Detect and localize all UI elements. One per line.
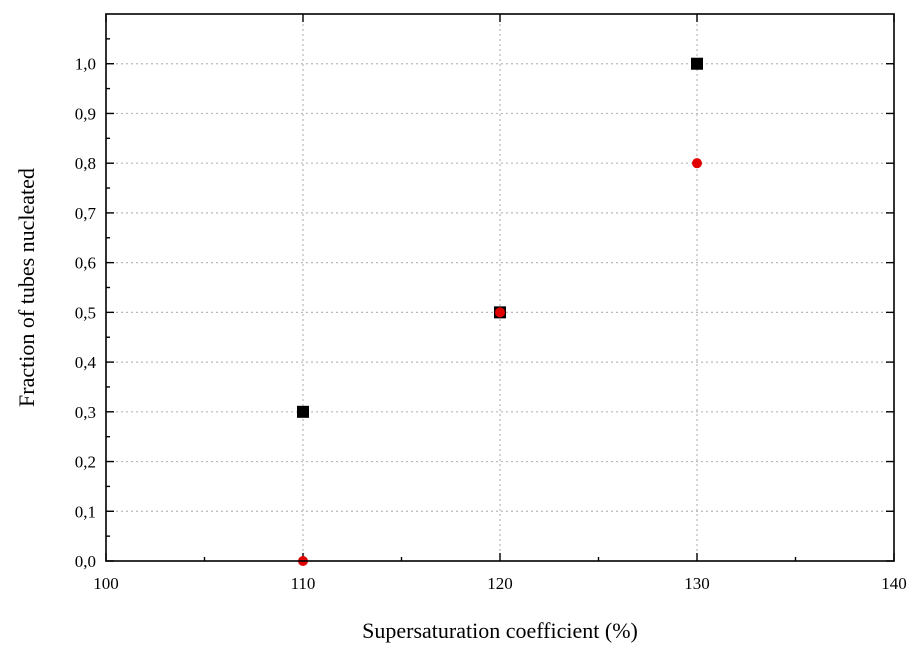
circle-marker (495, 307, 505, 318)
tick-labels: 0,0 0,1 0,2 0,3 0,4 0,5 0,6 0,7 0,8 0,9 1,0 100 110 1… (75, 55, 907, 593)
x-tick-label: 140 (881, 574, 907, 593)
y-tick-label: 0,1 (75, 502, 96, 521)
y-tick-label: 0,2 (75, 453, 96, 472)
y-tick-label: 0,6 (75, 254, 96, 273)
circle-marker (692, 158, 702, 169)
data-points (297, 57, 703, 566)
y-tick-label: 0,5 (75, 303, 96, 322)
y-tick-label: 0,0 (75, 552, 96, 571)
square-marker (691, 57, 703, 70)
gridlines (106, 14, 894, 561)
x-tick-label: 100 (93, 574, 119, 593)
axis-ticks (105, 14, 895, 562)
y-tick-label: 1,0 (75, 55, 96, 74)
y-tick-label: 0,3 (75, 403, 96, 422)
y-tick-label: 0,4 (75, 353, 97, 372)
x-tick-label: 130 (684, 574, 710, 593)
y-tick-label: 0,9 (75, 104, 96, 123)
square-marker (297, 405, 309, 418)
y-tick-label: 0,7 (75, 204, 97, 223)
y-axis-title: Fraction of tubes nucleated (14, 168, 39, 407)
x-axis-title: Supersaturation coefficient (%) (362, 618, 638, 643)
y-tick-label: 0,8 (75, 154, 96, 173)
x-tick-label: 120 (487, 574, 513, 593)
plot-frame (105, 13, 895, 562)
x-tick-label: 110 (291, 574, 316, 593)
